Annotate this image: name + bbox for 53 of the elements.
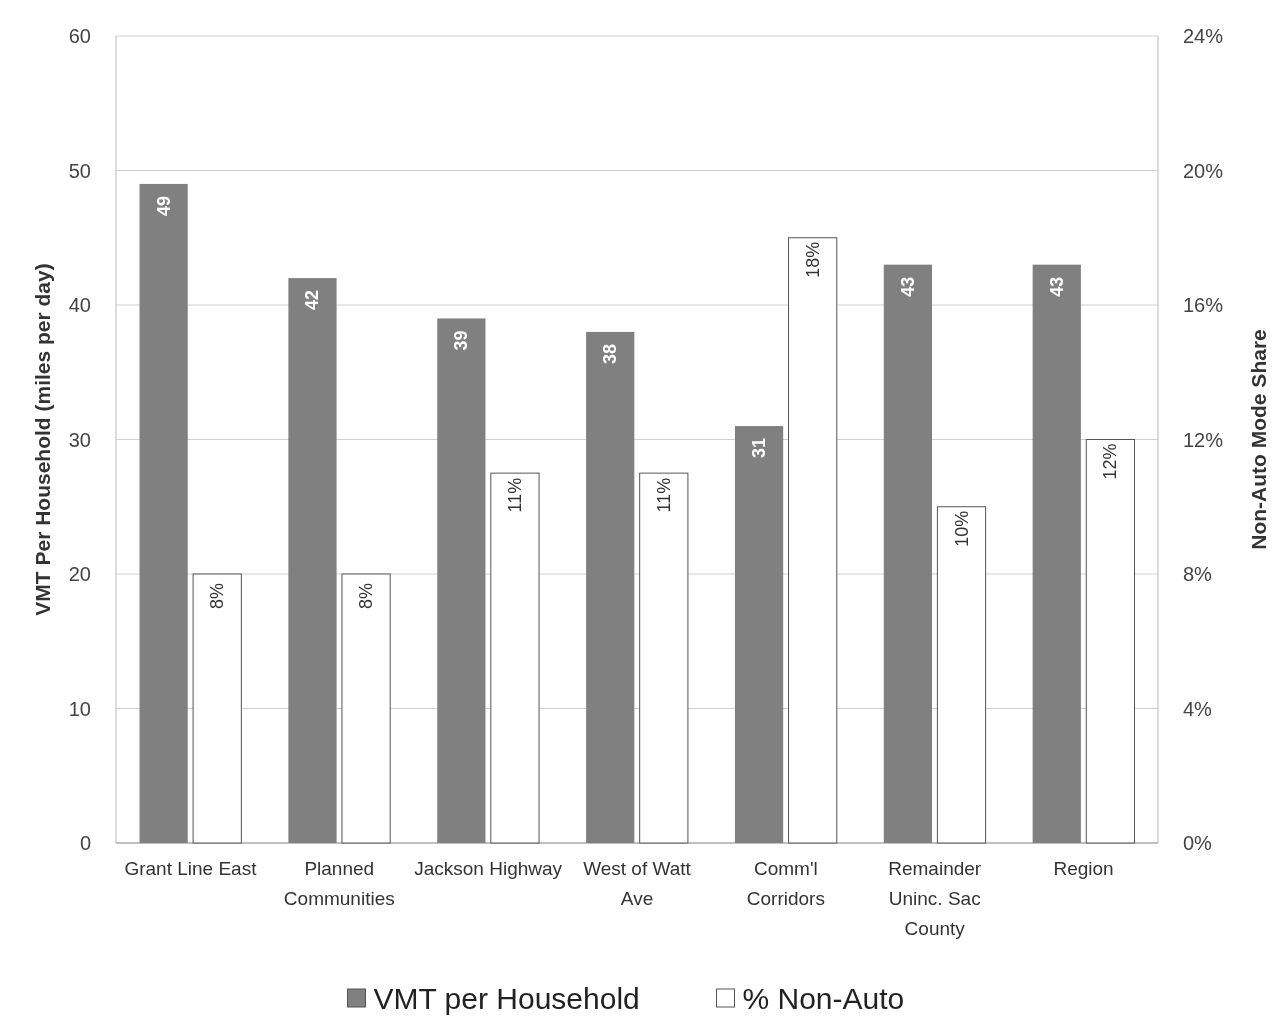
y2-tick-label: 20% bbox=[1183, 159, 1224, 182]
y2-axis-title: Non-Auto Mode Share bbox=[1247, 329, 1270, 550]
data-label: 42 bbox=[302, 290, 323, 311]
bar bbox=[288, 278, 337, 843]
bar bbox=[734, 426, 784, 843]
y-axis-title: VMT Per Household (miles per day) bbox=[31, 263, 54, 616]
y-tick-label: 60 bbox=[68, 25, 91, 47]
y2-tick-label: 0% bbox=[1183, 832, 1213, 854]
x-tick-label: Grant Line East bbox=[124, 858, 258, 879]
data-label: 43 bbox=[897, 276, 918, 297]
legend-label: VMT per Household bbox=[373, 981, 640, 1015]
data-label: 11% bbox=[504, 477, 525, 513]
bar bbox=[586, 331, 635, 843]
data-label: 12% bbox=[1100, 443, 1121, 480]
data-label: 18% bbox=[802, 241, 823, 278]
data-label: 43 bbox=[1046, 276, 1067, 297]
data-label: 11% bbox=[653, 477, 674, 513]
data-label: 8% bbox=[207, 582, 228, 610]
x-tick-label: Planned Communities bbox=[283, 858, 395, 909]
y-tick-label: 10 bbox=[68, 697, 91, 720]
y2-tick-label: 8% bbox=[1183, 563, 1213, 585]
bar bbox=[1032, 264, 1081, 843]
bar bbox=[936, 506, 987, 844]
bar bbox=[192, 573, 242, 844]
x-tick-label: Comm'l Corridors bbox=[746, 858, 825, 909]
bar bbox=[490, 472, 540, 844]
y2-tick-label: 12% bbox=[1183, 428, 1224, 451]
y2-tick-label: 24% bbox=[1183, 25, 1224, 47]
y-tick-label: 40 bbox=[68, 294, 91, 316]
bar bbox=[788, 237, 838, 844]
y-tick-label: 20 bbox=[68, 563, 91, 585]
y2-tick-label: 16% bbox=[1183, 294, 1224, 316]
y-tick-label: 50 bbox=[68, 159, 91, 182]
bar bbox=[1085, 439, 1135, 844]
bar bbox=[139, 183, 188, 843]
bar bbox=[883, 264, 933, 843]
data-label: 38 bbox=[600, 343, 621, 364]
data-label: 10% bbox=[951, 510, 972, 547]
x-tick-label: West of Watt Ave bbox=[583, 858, 692, 909]
bar bbox=[341, 573, 391, 844]
x-tick-label: Remainder Uninc. Sac County bbox=[888, 858, 982, 939]
bar bbox=[639, 472, 689, 844]
y-tick-label: 0 bbox=[79, 832, 91, 854]
y-tick-label: 30 bbox=[68, 428, 91, 451]
x-tick-label: Jackson Highway bbox=[414, 858, 563, 879]
data-label: 31 bbox=[749, 438, 770, 459]
y2-tick-label: 4% bbox=[1183, 697, 1213, 720]
data-label: 49 bbox=[153, 195, 174, 216]
data-label: 8% bbox=[356, 582, 377, 610]
data-label: 39 bbox=[451, 330, 472, 351]
x-tick-label: Region bbox=[1053, 858, 1114, 879]
legend-label: % Non-Auto bbox=[742, 981, 905, 1015]
bar bbox=[437, 318, 486, 843]
